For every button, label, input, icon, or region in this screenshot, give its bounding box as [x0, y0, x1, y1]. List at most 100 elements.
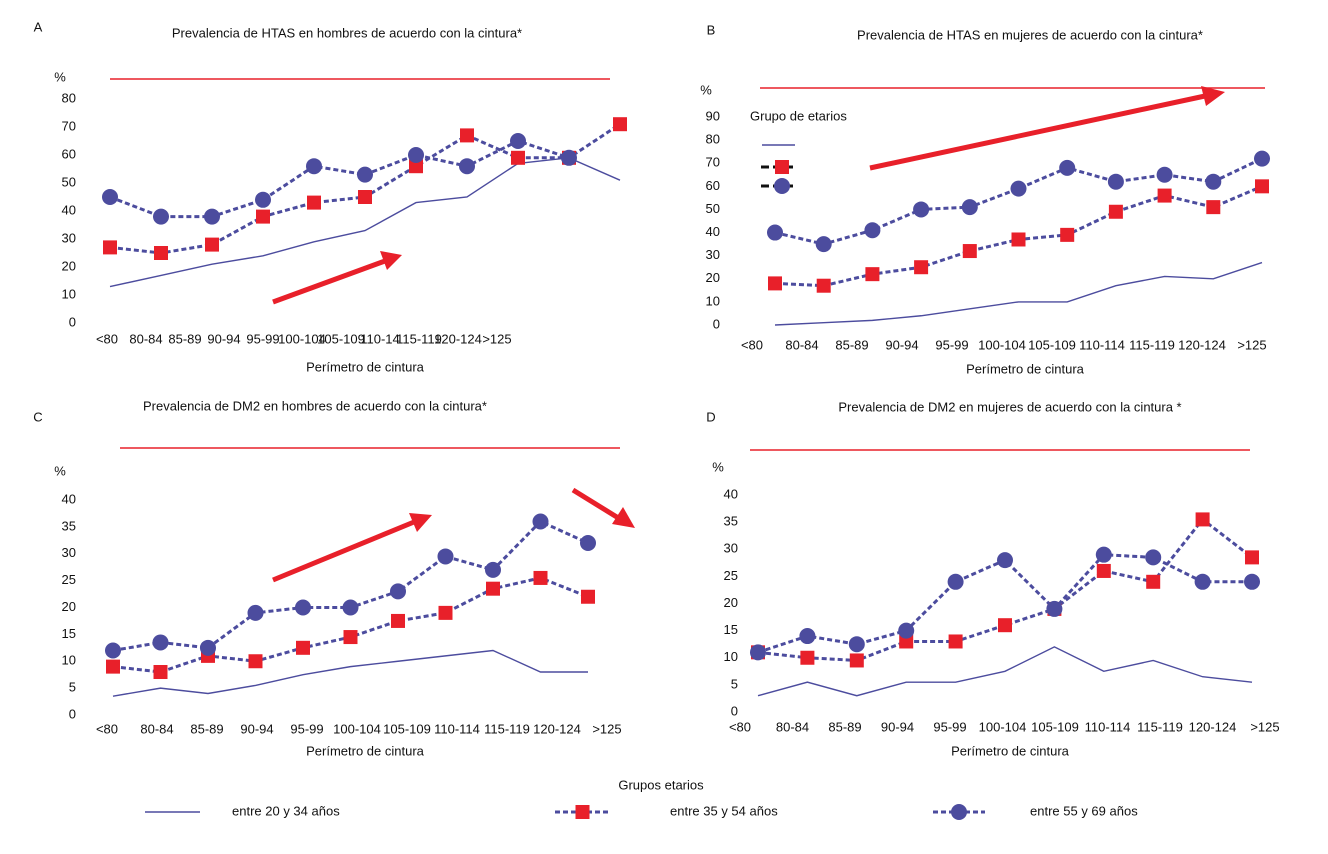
- y-tick-label: 0: [731, 703, 738, 718]
- series-line: [112, 576, 589, 674]
- marker-circle: [459, 158, 475, 175]
- x-axis-label: Perímetro de cintura: [966, 361, 1085, 376]
- marker-square: [914, 260, 929, 275]
- y-tick-label: 25: [62, 572, 76, 587]
- marker-circle: [342, 599, 359, 616]
- marker-square: [1146, 574, 1161, 589]
- x-tick-label: 120-124: [1189, 719, 1237, 734]
- marker-circle: [255, 191, 271, 208]
- marker-square: [154, 246, 168, 260]
- x-tick-label: 105-109: [383, 721, 431, 736]
- marker-square: [1206, 200, 1221, 215]
- y-tick-label: 15: [62, 626, 76, 641]
- y-tick-label: 60: [706, 178, 720, 193]
- marker-circle: [1156, 166, 1173, 183]
- x-tick-label: 95-99: [246, 331, 279, 346]
- marker-square: [460, 128, 474, 143]
- marker-square: [307, 195, 321, 210]
- x-axis-label: Perímetro de cintura: [951, 743, 1070, 758]
- x-tick-label: 100-104: [278, 331, 326, 346]
- x-tick-label: <80: [96, 331, 118, 346]
- marker-circle: [1046, 600, 1063, 617]
- y-tick-label: 10: [706, 293, 720, 308]
- y-tick-label: 25: [724, 568, 738, 583]
- marker-circle: [898, 622, 915, 639]
- y-tick-label: 80: [62, 90, 76, 105]
- marker-square: [343, 630, 358, 645]
- arrow: [869, 93, 1206, 171]
- marker-circle: [1244, 573, 1260, 590]
- arrow-head: [1201, 86, 1225, 106]
- y-tick-label: 35: [724, 514, 738, 529]
- marker-square: [533, 570, 548, 585]
- x-tick-label: 90-94: [881, 719, 914, 734]
- y-tick-label: 20: [62, 258, 76, 273]
- marker-circle: [947, 573, 964, 590]
- marker-circle: [102, 189, 118, 205]
- y-axis-label: %: [700, 82, 712, 97]
- marker-square: [899, 634, 914, 649]
- x-tick-label: >125: [592, 721, 621, 736]
- chart-title: Prevalencia de HTAS en hombres de acuerd…: [172, 25, 522, 40]
- marker-circle: [437, 548, 454, 565]
- marker-square: [1157, 188, 1172, 203]
- panel-label: B: [707, 22, 716, 37]
- series-line: [112, 649, 588, 697]
- marker-circle: [204, 208, 220, 225]
- y-tick-label: 15: [724, 622, 738, 637]
- marker-square: [1255, 179, 1269, 194]
- legend-label: entre 55 y 69 años: [1030, 803, 1138, 818]
- x-tick-label: 120-124: [434, 331, 482, 346]
- marker-circle: [247, 604, 264, 621]
- x-tick-label: 115-119: [396, 331, 442, 346]
- marker-square: [775, 160, 789, 174]
- marker-circle: [750, 644, 766, 661]
- x-tick-label: 80-84: [776, 719, 809, 734]
- marker-square: [486, 581, 500, 596]
- y-axis-label: %: [712, 459, 724, 474]
- x-tick-label: 80-84: [140, 721, 173, 736]
- marker-circle: [815, 236, 832, 253]
- x-tick-label: >125: [1250, 719, 1279, 734]
- y-tick-label: 10: [62, 653, 76, 668]
- series-line: [757, 517, 1253, 662]
- marker-square: [948, 634, 963, 649]
- x-tick-label: 95-99: [935, 337, 968, 352]
- marker-circle: [153, 208, 169, 225]
- marker-square: [816, 278, 831, 293]
- x-tick-label: 105-109: [1031, 719, 1079, 734]
- y-tick-label: 40: [62, 202, 76, 217]
- marker-circle: [951, 804, 967, 820]
- marker-circle: [1254, 150, 1270, 167]
- marker-square: [1108, 204, 1123, 219]
- y-tick-label: 40: [724, 486, 738, 501]
- y-tick-label: 20: [724, 595, 738, 610]
- y-tick-label: 70: [706, 155, 720, 170]
- x-tick-label: 110-14: [360, 331, 400, 346]
- x-tick-label: 100-104: [978, 337, 1026, 352]
- x-tick-label: <80: [729, 719, 751, 734]
- marker-circle: [1095, 546, 1112, 563]
- x-tick-label: 110-114: [434, 721, 480, 736]
- chart-panel: C Prevalencia de DM2 en hombres de acuerd…: [33, 398, 621, 758]
- marker-circle: [1194, 573, 1211, 590]
- y-tick-label: 60: [62, 146, 76, 161]
- legend-label: entre 20 y 34 años: [232, 803, 340, 818]
- marker-circle: [408, 147, 424, 163]
- arrow-head: [409, 513, 432, 532]
- chart-title: Prevalencia de DM2 en mujeres de acuerdo…: [838, 399, 1181, 414]
- marker-square: [248, 654, 263, 669]
- x-tick-label: 115-119: [1137, 719, 1183, 734]
- marker-circle: [961, 199, 978, 216]
- marker-circle: [510, 133, 526, 149]
- panel-label: C: [33, 409, 42, 424]
- legend-label: entre 35 y 54 años: [670, 803, 778, 818]
- marker-circle: [532, 513, 549, 530]
- y-axis-label: %: [54, 69, 66, 84]
- marker-circle: [774, 178, 790, 194]
- marker-circle: [485, 561, 501, 578]
- marker-square: [296, 640, 310, 655]
- x-tick-label: 105-109: [317, 331, 365, 346]
- x-tick-label: 110-114: [1079, 337, 1125, 352]
- y-tick-label: 50: [706, 201, 720, 216]
